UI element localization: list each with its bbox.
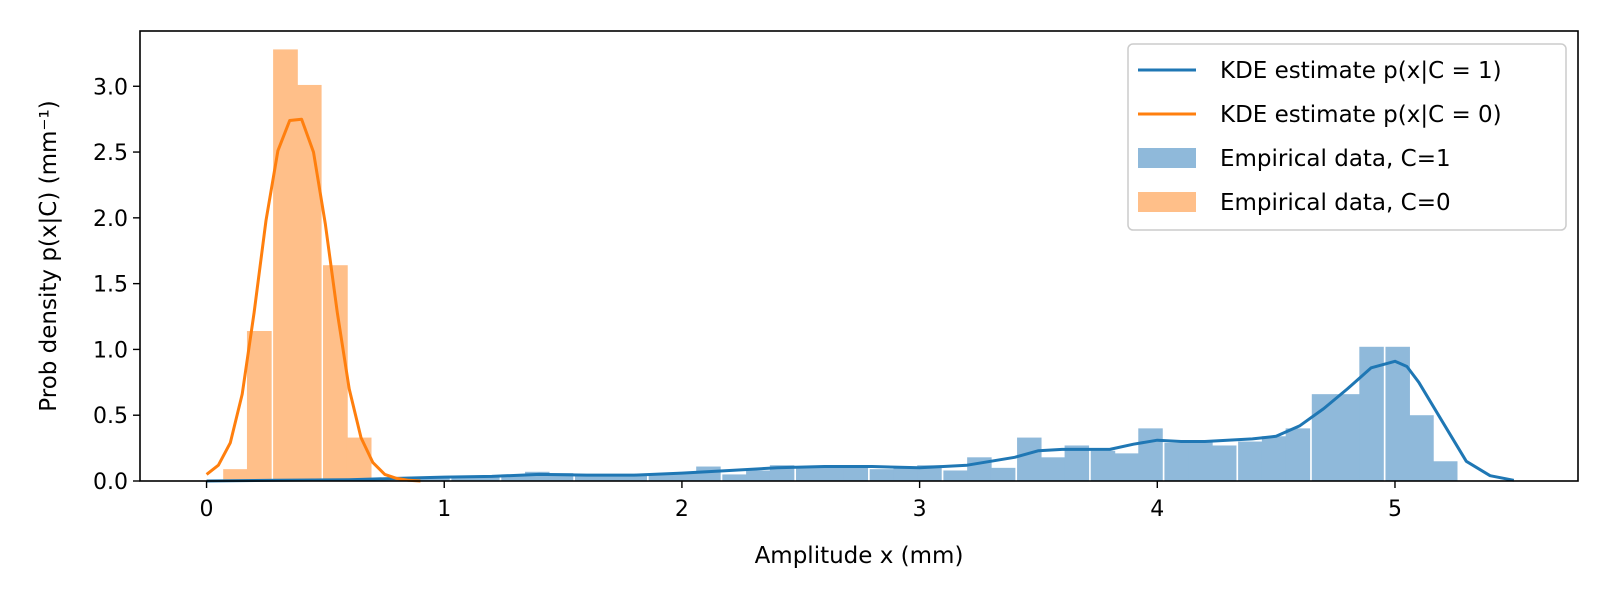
x-tick-label: 2 (675, 497, 689, 522)
x-tick-label: 0 (200, 497, 214, 522)
bar-c1-30 (1090, 450, 1116, 481)
bar-c1-36 (1238, 441, 1263, 481)
kde-line-c1 (206, 359, 1515, 483)
legend-patch-swatch (1138, 148, 1196, 168)
bar-c1-20 (843, 467, 869, 481)
bar-c0-3 (296, 84, 322, 482)
bar-c0-0 (223, 469, 248, 481)
legend: KDE estimate p(x|C = 1) KDE estimate p(x|… (1127, 43, 1567, 231)
bar-c1-19 (819, 466, 845, 481)
y-tick-label: 3.0 (93, 75, 128, 100)
y-tick-label: 2.0 (93, 207, 128, 232)
bar-c1-44 (1433, 461, 1458, 481)
legend-entry-label: Empirical data, C=0 (1220, 190, 1451, 216)
bar-c1-12 (648, 474, 674, 481)
bar-c1-14 (696, 466, 721, 481)
bar-c1-31 (1114, 453, 1139, 481)
bar-c1-42 (1385, 346, 1410, 481)
bar-c1-27 (1017, 437, 1042, 481)
bar-c1-23 (917, 465, 942, 481)
bar-c1-9 (574, 474, 600, 481)
y-tick-label: 2.5 (93, 141, 128, 166)
x-axis-ticks: 0 1 2 3 4 5 (200, 481, 1402, 522)
bar-c1-26 (990, 467, 1016, 481)
x-tick-label: 4 (1150, 497, 1164, 522)
bar-c1-18 (796, 466, 821, 481)
x-tick-label: 5 (1388, 497, 1402, 522)
x-tick-label: 3 (913, 497, 927, 522)
kde-line-c0 (205, 117, 421, 483)
bar-c1-34 (1188, 440, 1213, 481)
bar-c1-22 (893, 467, 918, 481)
bar-c1-5 (475, 475, 500, 481)
bar-c1-8 (548, 473, 574, 481)
bar-c1-4 (451, 475, 476, 481)
bar-c1-32 (1138, 428, 1163, 481)
bar-c1-21 (869, 469, 895, 481)
bar-c1-15 (722, 474, 747, 481)
histogram-bars (223, 49, 1458, 482)
bar-c1-40 (1335, 394, 1361, 481)
bar-c1-3 (425, 477, 450, 481)
legend-patch-swatch (1138, 192, 1196, 212)
legend-entry-label: KDE estimate p(x|C = 0) (1220, 102, 1502, 128)
y-axis-ticks: 0.0 0.5 1.0 1.5 2.0 2.5 3.0 (93, 75, 140, 495)
bar-c1-35 (1211, 445, 1237, 481)
plot-frame (139, 30, 1579, 482)
bar-c0-1 (246, 331, 272, 481)
bar-c1-38 (1285, 428, 1311, 481)
y-tick-label: 1.0 (93, 338, 128, 363)
bar-c0-5 (346, 437, 372, 481)
legend-box (1127, 43, 1567, 231)
kde-lines (205, 117, 1515, 483)
bar-c1-6 (501, 474, 526, 481)
y-tick-label: 1.5 (93, 273, 128, 298)
y-tick-label: 0.5 (93, 404, 128, 429)
bar-c1-24 (943, 470, 968, 481)
bar-c1-29 (1064, 445, 1090, 481)
legend-entry-label: Empirical data, C=1 (1220, 146, 1451, 172)
bar-c1-43 (1409, 415, 1434, 481)
bar-c1-11 (622, 475, 647, 481)
bar-c1-13 (672, 473, 697, 481)
legend-entry-label: KDE estimate p(x|C = 1) (1220, 58, 1502, 84)
y-tick-label: 0.0 (93, 470, 128, 495)
y-axis-label: Prob density p(x|C) (mm⁻¹) (36, 100, 62, 411)
x-axis-label: Amplitude x (mm) (755, 543, 964, 569)
bar-c1-33 (1164, 442, 1189, 481)
bar-c1-28 (1040, 457, 1066, 481)
x-tick-label: 1 (437, 497, 451, 522)
bar-c1-10 (598, 475, 624, 481)
bar-c1-37 (1261, 436, 1287, 481)
bar-c1-16 (746, 470, 771, 481)
bar-c0-2 (273, 49, 298, 481)
bar-c1-7 (525, 471, 550, 481)
